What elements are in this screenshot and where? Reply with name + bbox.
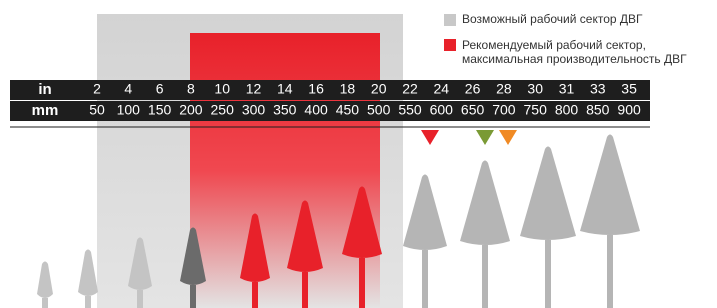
cell: 33 (590, 81, 606, 97)
cell: 450 (336, 102, 360, 118)
cone-stem (359, 258, 365, 308)
cell: 22 (402, 81, 418, 97)
cone-stem (137, 290, 143, 308)
infographic: Возможный рабочий сектор ДВГ Рекомендуем… (0, 0, 717, 308)
marker-red (421, 130, 439, 145)
legend-swatch (444, 39, 456, 51)
cell: 200 (179, 102, 203, 118)
cell: 20 (371, 81, 387, 97)
cell: 750 (524, 102, 548, 118)
cell: 500 (367, 102, 391, 118)
cell: 800 (555, 102, 579, 118)
cone (460, 161, 510, 246)
legend-label: Рекомендуемый рабочий сектор, (462, 38, 646, 52)
cone (403, 175, 447, 251)
row-header: mm (32, 102, 59, 119)
cell: 28 (496, 81, 512, 97)
cell: 30 (527, 81, 543, 97)
cell: 2 (93, 81, 101, 97)
marker-green (476, 130, 494, 145)
cell: 100 (117, 102, 141, 118)
cell: 400 (304, 102, 328, 118)
cone-stem (190, 285, 196, 308)
cell: 8 (187, 81, 195, 97)
cell: 31 (559, 81, 575, 97)
cell: 6 (156, 81, 164, 97)
cone-stem (422, 250, 428, 308)
cell: 550 (398, 102, 422, 118)
cone (78, 250, 98, 297)
cell: 350 (273, 102, 297, 118)
cone-stem (302, 272, 308, 308)
cell: 600 (430, 102, 454, 118)
legend-label: Возможный рабочий сектор ДВГ (462, 12, 643, 26)
cone-stem (545, 240, 551, 308)
cell: 12 (246, 81, 262, 97)
marker-orange (499, 130, 517, 145)
legend-label: максимальная производительность ДВГ (462, 52, 687, 66)
recommended-sector (190, 33, 380, 308)
cone-stem (85, 296, 91, 308)
cell: 700 (492, 102, 516, 118)
cell: 850 (586, 102, 610, 118)
cell: 16 (308, 81, 324, 97)
cone-stem (42, 298, 48, 308)
cone-stem (607, 235, 613, 308)
cone-stem (482, 245, 488, 308)
cone (580, 135, 640, 236)
cell: 35 (621, 81, 637, 97)
cell: 50 (89, 102, 105, 118)
cell: 24 (434, 81, 450, 97)
cell: 250 (211, 102, 235, 118)
row-header: in (38, 81, 51, 98)
cell: 900 (617, 102, 641, 118)
cell: 18 (340, 81, 356, 97)
cone (37, 262, 53, 299)
cell: 26 (465, 81, 481, 97)
cell: 4 (124, 81, 132, 97)
cell: 150 (148, 102, 172, 118)
legend-swatch (444, 14, 456, 26)
cell: 14 (277, 81, 293, 97)
cone (520, 147, 576, 241)
cell: 650 (461, 102, 485, 118)
cell: 10 (214, 81, 230, 97)
cone-stem (252, 282, 258, 308)
cell: 300 (242, 102, 266, 118)
row-band (10, 80, 650, 100)
